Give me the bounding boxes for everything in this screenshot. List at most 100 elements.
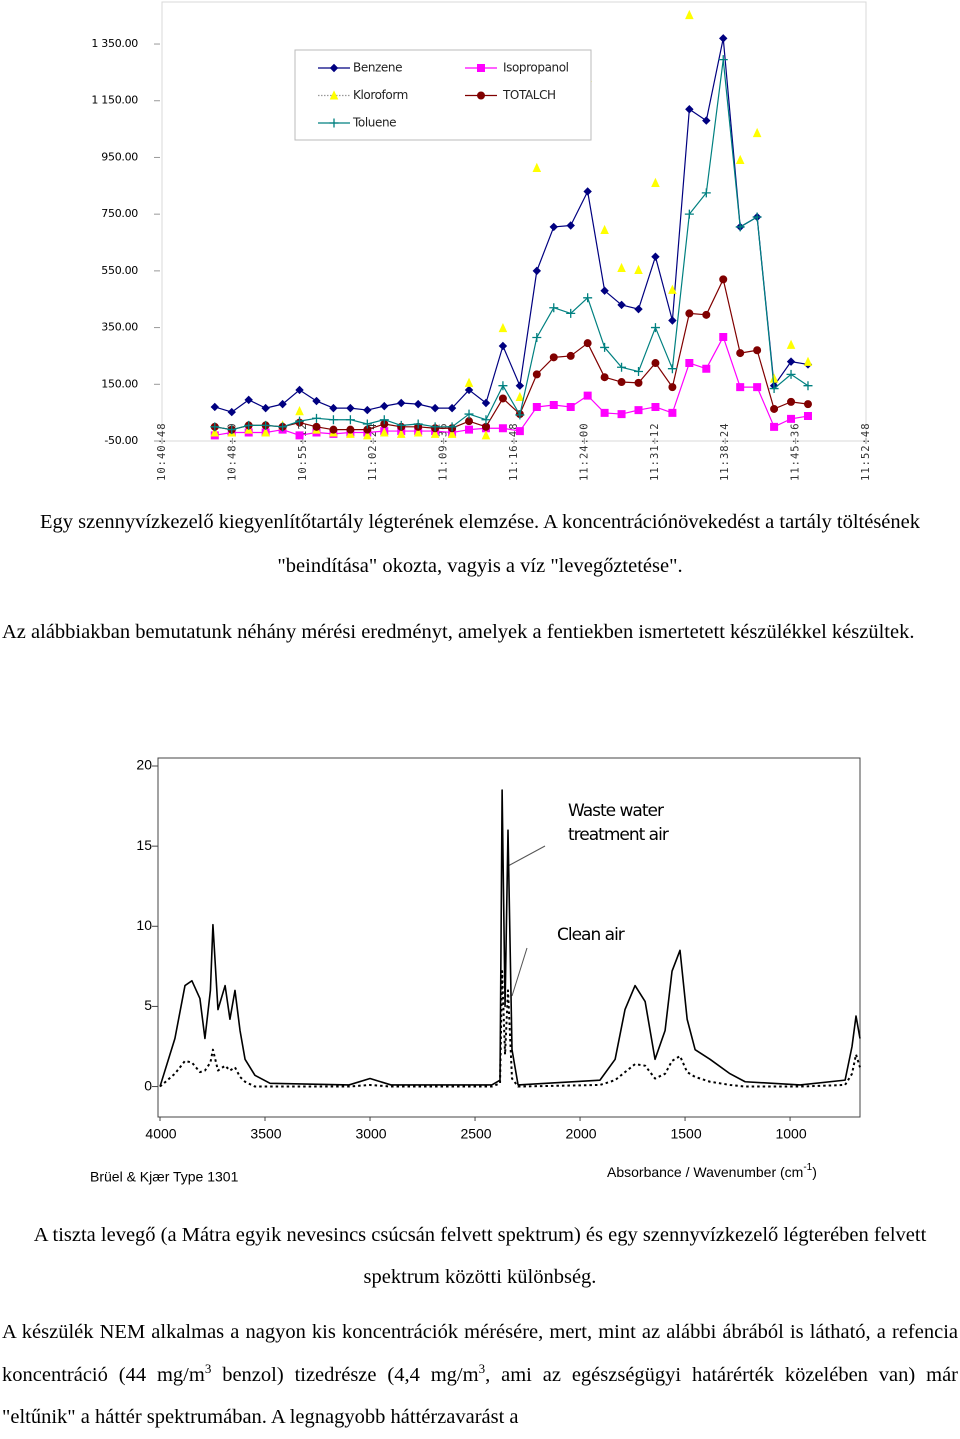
marker bbox=[719, 332, 728, 341]
marker bbox=[803, 356, 813, 366]
marker bbox=[702, 310, 711, 319]
legend-label: Benzene bbox=[353, 61, 402, 75]
marker bbox=[210, 427, 220, 437]
marker bbox=[549, 353, 558, 362]
annotation: Waste water bbox=[568, 801, 664, 821]
marker bbox=[362, 419, 372, 429]
marker bbox=[634, 367, 644, 377]
marker bbox=[278, 422, 288, 432]
text-run: A készülék NEM alkalmas a nagyon kis kon… bbox=[2, 1321, 958, 1386]
annotation: treatment air bbox=[568, 825, 669, 845]
marker bbox=[430, 422, 440, 432]
marker bbox=[532, 266, 542, 276]
marker bbox=[803, 412, 812, 421]
marker bbox=[295, 416, 305, 426]
marker bbox=[498, 381, 508, 391]
marker bbox=[549, 400, 558, 409]
marker bbox=[244, 395, 253, 405]
marker bbox=[498, 322, 508, 333]
x-tick-label: 11:31:12 bbox=[649, 422, 661, 481]
x-axis-label-text: Absorbance / Wavenumber (cm bbox=[607, 1164, 803, 1180]
marker bbox=[583, 187, 592, 196]
x-tick-label: 11:45:36 bbox=[790, 422, 802, 481]
y-tick-label: -50.00 bbox=[104, 434, 138, 447]
legend-box bbox=[294, 49, 592, 141]
marker bbox=[363, 430, 372, 440]
marker bbox=[719, 275, 728, 284]
x-tick-label: 1500 bbox=[670, 1126, 701, 1142]
caption: Egy szennyvízkezelő kiegyenlítőtartály l… bbox=[40, 511, 920, 577]
marker bbox=[464, 385, 474, 395]
marker bbox=[667, 364, 677, 374]
series-line bbox=[214, 37, 809, 413]
marker bbox=[566, 402, 575, 411]
y-tick-label: 5 bbox=[144, 997, 152, 1013]
marker bbox=[498, 394, 507, 403]
legend-label: Toluene bbox=[352, 116, 396, 130]
marker bbox=[346, 403, 355, 413]
marker bbox=[617, 378, 626, 387]
annotation: Clean air bbox=[557, 925, 625, 945]
marker bbox=[735, 154, 745, 165]
x-tick-label: 1000 bbox=[775, 1126, 806, 1142]
marker bbox=[363, 405, 372, 415]
marker bbox=[532, 370, 541, 379]
plot-frame bbox=[157, 757, 861, 1118]
legend-label: Isopropanol bbox=[503, 61, 569, 75]
y-tick-label: 1 150.00 bbox=[91, 94, 138, 107]
marker bbox=[261, 427, 270, 437]
marker bbox=[752, 127, 762, 138]
y-tick-label: 1 350.00 bbox=[91, 37, 138, 50]
x-tick-label: 11:52:48 bbox=[860, 422, 872, 481]
x-tick-label: 3500 bbox=[250, 1126, 281, 1142]
x-tick-label: 2000 bbox=[565, 1126, 596, 1142]
marker bbox=[650, 323, 660, 333]
marker bbox=[685, 309, 694, 318]
marker bbox=[447, 422, 457, 432]
marker bbox=[786, 339, 796, 349]
marker bbox=[498, 341, 508, 351]
marker bbox=[515, 391, 525, 402]
marker bbox=[668, 316, 677, 325]
marker bbox=[736, 383, 745, 392]
instrument-label: Brüel & Kjær Type 1301 bbox=[90, 1169, 239, 1185]
marker bbox=[787, 397, 796, 406]
marker bbox=[634, 378, 643, 387]
marker bbox=[685, 359, 694, 368]
marker bbox=[753, 346, 762, 355]
marker bbox=[651, 359, 660, 368]
marker bbox=[345, 415, 355, 425]
marker bbox=[295, 385, 304, 395]
marker bbox=[617, 410, 626, 419]
x-tick-label: 10:55:12 bbox=[297, 422, 309, 481]
marker bbox=[617, 300, 626, 310]
marker bbox=[769, 373, 779, 383]
marker bbox=[787, 414, 796, 423]
series-line bbox=[159, 970, 861, 1088]
marker bbox=[210, 402, 220, 412]
y-tick-label: 0 bbox=[144, 1077, 152, 1093]
marker bbox=[770, 422, 779, 431]
marker bbox=[397, 398, 406, 408]
y-tick-label: 350.00 bbox=[101, 321, 138, 334]
marker bbox=[379, 427, 389, 437]
marker bbox=[244, 420, 254, 430]
series-line bbox=[214, 278, 809, 431]
marker bbox=[753, 383, 762, 392]
marker bbox=[651, 252, 660, 261]
marker bbox=[413, 427, 423, 437]
marker bbox=[701, 188, 711, 198]
marker bbox=[295, 406, 304, 416]
marker bbox=[328, 415, 338, 425]
marker bbox=[668, 408, 677, 417]
marker bbox=[617, 262, 626, 273]
marker bbox=[651, 177, 660, 187]
x-axis-label: Absorbance / Wavenumber (cm-1) bbox=[607, 1162, 817, 1180]
marker bbox=[803, 381, 813, 391]
legend-label: Kloroform bbox=[353, 88, 408, 102]
marker bbox=[430, 428, 440, 438]
marker bbox=[329, 425, 338, 434]
marker bbox=[752, 212, 762, 222]
x-tick-label: 2500 bbox=[460, 1126, 491, 1142]
